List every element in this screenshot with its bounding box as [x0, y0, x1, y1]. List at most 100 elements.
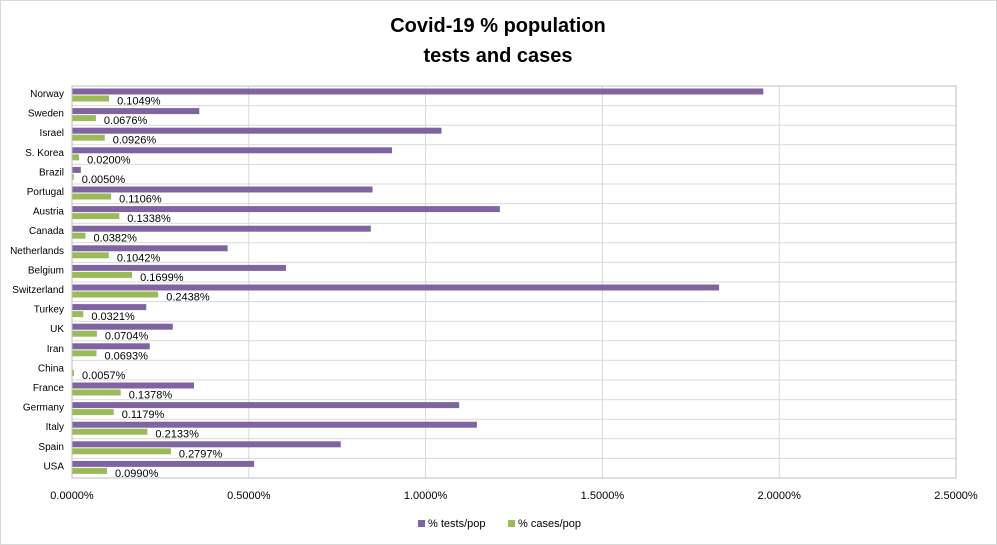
- x-tick-label: 2.5000%: [934, 490, 978, 502]
- data-label-cases: 0.1049%: [117, 96, 161, 108]
- data-label-cases: 0.2797%: [179, 448, 223, 460]
- bar-cases: [72, 369, 75, 376]
- bar-tests: [72, 225, 371, 232]
- category-label: Netherlands: [10, 246, 64, 257]
- bar-tests: [72, 402, 460, 409]
- bar-cases: [72, 232, 86, 239]
- bar-tests: [72, 304, 147, 311]
- bar-tests: [72, 441, 341, 448]
- bar-tests: [72, 382, 194, 389]
- data-label-cases: 0.1106%: [119, 194, 162, 206]
- bar-cases: [72, 291, 159, 298]
- bar-cases: [72, 311, 84, 318]
- legend: % tests/pop % cases/pop: [418, 518, 581, 530]
- data-label-cases: 0.0693%: [105, 350, 149, 362]
- x-tick-label: 1.0000%: [404, 490, 448, 502]
- data-label-cases: 0.0050%: [82, 174, 126, 186]
- category-label: Germany: [23, 403, 64, 414]
- bar-tests: [72, 460, 255, 467]
- category-label: Brazil: [39, 167, 64, 178]
- bar-tests: [72, 343, 150, 350]
- category-label: Sweden: [28, 109, 64, 120]
- data-label-cases: 0.1378%: [129, 390, 173, 402]
- data-label-cases: 0.2133%: [155, 429, 199, 441]
- data-label-cases: 0.0704%: [105, 331, 149, 343]
- chart-title-line2: tests and cases: [424, 45, 573, 67]
- data-label-cases: 0.2438%: [166, 292, 210, 304]
- category-label: UK: [50, 324, 64, 335]
- data-label-cases: 0.0382%: [94, 233, 138, 245]
- bar-tests: [72, 147, 393, 154]
- data-label-cases: 0.0990%: [115, 468, 159, 480]
- category-label: Portugal: [27, 187, 64, 198]
- category-label: France: [33, 383, 65, 394]
- category-label: Canada: [29, 226, 64, 237]
- bar-tests: [72, 323, 173, 330]
- data-label-cases: 0.0057%: [82, 370, 126, 382]
- data-label-cases: 0.1179%: [122, 409, 165, 421]
- bar-cases: [72, 213, 120, 220]
- bar-cases: [72, 271, 133, 278]
- data-label-cases: 0.0200%: [87, 154, 131, 166]
- bar-tests: [72, 186, 373, 193]
- category-label: Norway: [30, 89, 64, 100]
- x-axis-tick-labels: 0.0000% 0.5000% 1.0000% 1.5000% 2.0000% 2.500…: [50, 490, 978, 502]
- category-label: Austria: [33, 207, 65, 218]
- bar-tests: [72, 264, 286, 271]
- bar-cases: [72, 350, 97, 357]
- bar-tests: [72, 108, 200, 115]
- bar-cases: [72, 330, 97, 337]
- bar-cases: [72, 115, 96, 122]
- bar-cases: [72, 154, 80, 161]
- data-label-cases: 0.0926%: [113, 135, 157, 147]
- data-labels: 0.1049% 0.0676% 0.0926% 0.0200% 0.0050% 0.110…: [82, 96, 223, 480]
- data-label-cases: 0.1699%: [140, 272, 184, 284]
- category-label: S. Korea: [25, 148, 64, 159]
- bars: [72, 88, 764, 474]
- data-label-cases: 0.1042%: [117, 252, 161, 264]
- plot-area-border: [71, 85, 957, 479]
- category-label: Italy: [46, 422, 64, 433]
- data-label-cases: 0.0321%: [91, 311, 135, 323]
- bar-tests: [72, 166, 81, 173]
- category-label: China: [38, 363, 65, 374]
- bar-tests: [72, 245, 228, 252]
- bar-tests: [72, 284, 720, 291]
- category-label: Iran: [47, 344, 64, 355]
- legend-label-tests: % tests/pop: [428, 518, 485, 530]
- data-label-cases: 0.1338%: [127, 213, 171, 225]
- bar-cases: [72, 173, 74, 180]
- x-tick-label: 2.0000%: [757, 490, 801, 502]
- category-labels: Norway Sweden Israel S. Korea Brazil Portugal…: [10, 89, 64, 472]
- category-label: Israel: [40, 128, 64, 139]
- chart-title: Covid-19 % population: [390, 15, 606, 37]
- category-label: Turkey: [34, 305, 64, 316]
- legend-swatch-tests: [418, 520, 425, 527]
- category-label: Switzerland: [12, 285, 64, 296]
- x-tick-label: 0.0000%: [50, 490, 94, 502]
- category-label: Belgium: [28, 265, 64, 276]
- bar-cases: [72, 95, 110, 102]
- bar-cases: [72, 428, 148, 435]
- legend-swatch-cases: [508, 520, 515, 527]
- data-label-cases: 0.0676%: [104, 115, 148, 127]
- bar-cases: [72, 467, 108, 474]
- bar-cases: [72, 409, 114, 416]
- bar-tests: [72, 206, 500, 213]
- bar-cases: [72, 193, 112, 200]
- bar-cases: [72, 448, 171, 455]
- bar-cases: [72, 389, 121, 396]
- gridlines: [71, 85, 957, 479]
- bar-tests: [72, 127, 442, 134]
- bar-tests: [72, 421, 477, 428]
- x-tick-label: 0.5000%: [227, 490, 271, 502]
- bar-cases: [72, 134, 105, 141]
- bar-cases: [72, 252, 109, 259]
- category-label: Spain: [38, 442, 64, 453]
- category-label: USA: [43, 461, 64, 472]
- legend-label-cases: % cases/pop: [518, 518, 581, 530]
- bar-tests: [72, 88, 764, 95]
- x-tick-label: 1.5000%: [581, 490, 625, 502]
